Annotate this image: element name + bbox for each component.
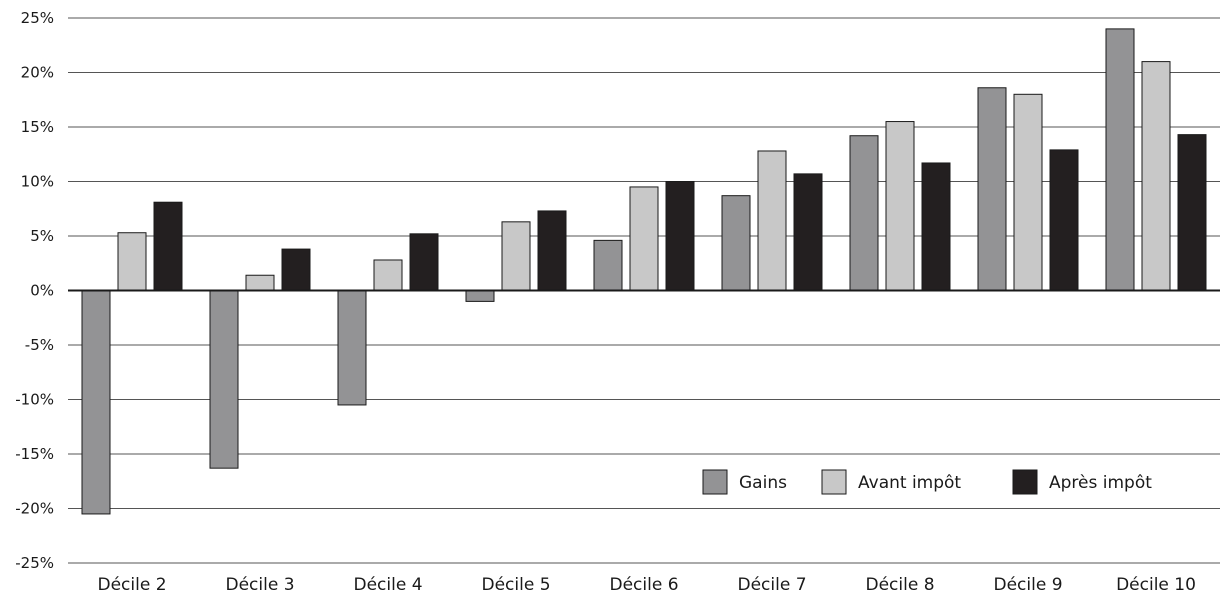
x-category-label: Décile 2 bbox=[97, 575, 166, 595]
bar-apres-impot-decile-6 bbox=[665, 181, 695, 291]
x-category-label: Décile 4 bbox=[353, 575, 422, 595]
bar-avant-impot-decile-6 bbox=[629, 186, 659, 291]
bar-apres-impot-decile-4 bbox=[409, 233, 439, 292]
bar-avant-impot-decile-7 bbox=[757, 150, 787, 291]
bar-gains-decile-8 bbox=[849, 135, 879, 291]
x-category-label: Décile 8 bbox=[865, 575, 934, 595]
y-tick-label: 15% bbox=[21, 118, 54, 136]
bar-gains-decile-5 bbox=[465, 290, 495, 302]
bar-apres-impot-decile-10 bbox=[1177, 134, 1207, 291]
legend-label-avant-impot: Avant impôt bbox=[858, 473, 961, 493]
legend: Gains Avant impôt Après impôt bbox=[702, 469, 1152, 495]
y-tick-label: -25% bbox=[15, 554, 54, 572]
bar-apres-impot-decile-2 bbox=[153, 201, 183, 292]
bar-apres-impot-decile-5 bbox=[537, 210, 567, 291]
bar-avant-impot-decile-3 bbox=[245, 274, 275, 291]
bar-apres-impot-decile-3 bbox=[281, 248, 311, 291]
bar-gains-decile-10 bbox=[1105, 28, 1135, 292]
bar-gains-decile-3 bbox=[209, 290, 239, 469]
bar-avant-impot-decile-9 bbox=[1013, 93, 1043, 291]
bar-avant-impot-decile-4 bbox=[373, 259, 403, 292]
x-category-label: Décile 3 bbox=[225, 575, 294, 595]
bar-gains-decile-2 bbox=[81, 290, 111, 515]
y-tick-label: -10% bbox=[15, 391, 54, 409]
bar-avant-impot-decile-5 bbox=[501, 221, 531, 291]
bar-avant-impot-decile-2 bbox=[117, 232, 147, 291]
legend-swatch-apres-impot bbox=[1012, 469, 1038, 495]
x-axis-categories: Décile 2 Décile 3 Décile 4 Décile 5 Décile 6… bbox=[97, 575, 1195, 595]
bars bbox=[81, 28, 1207, 515]
y-tick-label: 20% bbox=[21, 64, 54, 82]
bar-apres-impot-decile-8 bbox=[921, 162, 951, 291]
x-category-label: Décile 9 bbox=[993, 575, 1062, 595]
y-axis-ticks: 25% 20% 15% 10% 5% 0% -5% -10% -15% -20% -25% bbox=[15, 9, 54, 572]
bar-gains-decile-9 bbox=[977, 87, 1007, 292]
legend-swatch-avant-impot bbox=[821, 469, 847, 495]
x-category-label: Décile 5 bbox=[481, 575, 550, 595]
y-tick-label: 10% bbox=[21, 173, 54, 191]
bar-gains-decile-6 bbox=[593, 239, 623, 291]
legend-swatch-gains bbox=[702, 469, 728, 495]
y-tick-label: 5% bbox=[30, 227, 54, 245]
bar-apres-impot-decile-7 bbox=[793, 173, 823, 291]
bar-avant-impot-decile-8 bbox=[885, 121, 915, 291]
legend-label-apres-impot: Après impôt bbox=[1049, 473, 1152, 493]
bar-gains-decile-7 bbox=[721, 195, 751, 291]
legend-label-gains: Gains bbox=[739, 473, 787, 493]
y-tick-label: 0% bbox=[30, 282, 54, 300]
x-category-label: Décile 10 bbox=[1116, 575, 1196, 595]
y-tick-label: 25% bbox=[21, 9, 54, 27]
x-category-label: Décile 6 bbox=[609, 575, 678, 595]
bar-avant-impot-decile-10 bbox=[1141, 61, 1171, 291]
bar-gains-decile-4 bbox=[337, 290, 367, 406]
y-tick-label: -20% bbox=[15, 500, 54, 518]
x-category-label: Décile 7 bbox=[737, 575, 806, 595]
bar-apres-impot-decile-9 bbox=[1049, 149, 1079, 291]
y-tick-label: -5% bbox=[25, 336, 54, 354]
y-tick-label: -15% bbox=[15, 445, 54, 463]
